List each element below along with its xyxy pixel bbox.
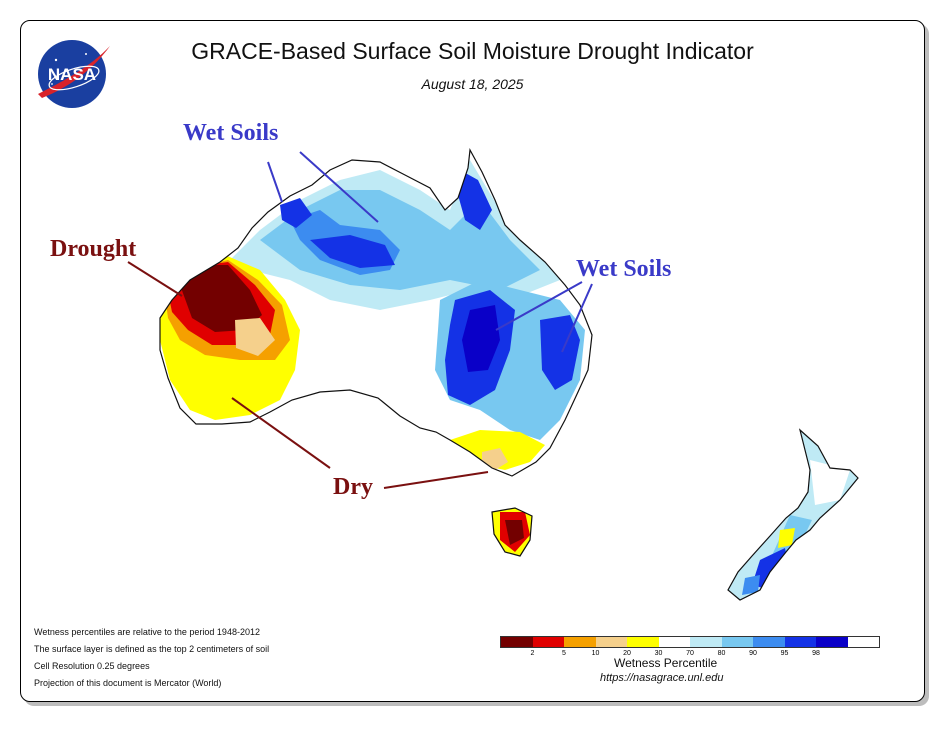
legend-tick-label: 2 xyxy=(530,650,535,657)
legend-tick-label: 98 xyxy=(812,650,820,657)
tasmania-coastline xyxy=(491,507,533,557)
map-date: August 18, 2025 xyxy=(421,76,524,92)
dry-label: Dry xyxy=(333,474,373,500)
legend-swatch xyxy=(532,637,564,647)
footnote-line: Projection of this document is Mercator … xyxy=(34,678,222,688)
legend-tick-label: 30 xyxy=(654,650,663,657)
drought-label: Drought xyxy=(50,236,137,262)
legend-swatch xyxy=(595,637,627,647)
legend-tick-label: 90 xyxy=(749,650,757,657)
legend-tick-label: 95 xyxy=(780,650,789,657)
legend-tick-label: 10 xyxy=(591,650,600,657)
legend-swatch xyxy=(501,637,533,647)
legend-swatch xyxy=(658,637,690,647)
legend-swatch xyxy=(627,637,659,647)
legend-ticks: 2 5 10 20 30 70 80 90 95 98 xyxy=(500,648,880,660)
wet-leader-line-3 xyxy=(495,281,583,331)
svg-text:NASA: NASA xyxy=(48,65,96,84)
legend: 2 5 10 20 30 70 80 90 95 98 xyxy=(500,636,880,660)
wet-leader-line-4 xyxy=(561,283,593,353)
new-zealand-region xyxy=(728,430,858,600)
legend-title: Wetness Percentile xyxy=(614,656,718,670)
legend-swatch xyxy=(816,637,848,647)
wet-leader-line-2 xyxy=(299,151,379,223)
wet-soils-label-north: Wet Soils xyxy=(183,120,279,146)
australia-coastline xyxy=(159,148,593,477)
dry-leader-line-1 xyxy=(231,397,331,469)
legend-swatch xyxy=(564,637,596,647)
australia-region xyxy=(160,150,592,476)
new-zealand-coastline xyxy=(727,428,859,601)
legend-tick-label: 70 xyxy=(686,650,694,657)
legend-tick-label: 5 xyxy=(562,650,566,657)
legend-color-bar xyxy=(500,636,880,648)
nasa-logo: NASA xyxy=(38,40,110,108)
footnote-line: The surface layer is defined as the top … xyxy=(34,644,270,654)
footnote-line: Cell Resolution 0.25 degrees xyxy=(34,661,150,671)
legend-tick-label: 20 xyxy=(623,650,631,657)
legend-tick-label: 80 xyxy=(717,650,726,657)
legend-swatch xyxy=(753,637,785,647)
page-title: GRACE-Based Surface Soil Moisture Drough… xyxy=(191,38,754,64)
legend-swatch xyxy=(784,637,816,647)
footnotes: Wetness percentiles are relative to the … xyxy=(34,624,269,692)
legend-swatch xyxy=(721,637,753,647)
source-url: https://nasagrace.unl.edu xyxy=(600,672,724,684)
dry-leader-line-2 xyxy=(383,471,489,489)
legend-swatch xyxy=(690,637,722,647)
wet-soils-label-east: Wet Soils xyxy=(576,256,672,282)
footnote-line: Wetness percentiles are relative to the … xyxy=(34,627,260,637)
wet-leader-line-1 xyxy=(267,161,283,203)
drought-leader-line xyxy=(127,261,183,297)
